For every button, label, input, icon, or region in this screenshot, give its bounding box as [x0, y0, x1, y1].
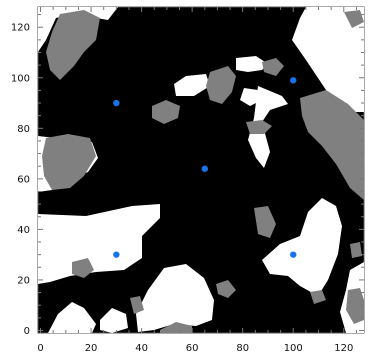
data-points — [113, 77, 297, 258]
white-region-upper-middle — [174, 74, 210, 96]
gray-region-bottom-left-small — [72, 258, 94, 278]
x-tick-label: 60 — [186, 343, 199, 354]
data-point — [113, 99, 120, 107]
gray-region-middle-left — [152, 100, 180, 124]
y-tick-label: 60 — [17, 174, 30, 185]
gray-region-bottom-left-2 — [130, 296, 144, 314]
y-tick-label: 20 — [17, 275, 30, 286]
data-point — [113, 251, 120, 258]
data-point — [290, 77, 297, 84]
white-region-top-mid — [236, 56, 268, 72]
white-region-left-lower — [38, 204, 160, 284]
y-tick-label: 120 — [11, 23, 30, 34]
gray-region-left — [42, 134, 96, 190]
x-tick-label: 80 — [236, 343, 249, 354]
x-tick-label: 40 — [135, 343, 148, 354]
y-tick-label: 80 — [17, 124, 30, 135]
white-region-bottom-middle — [136, 264, 214, 332]
white-region-mid-right — [240, 88, 262, 106]
x-tick-label: 120 — [334, 343, 353, 354]
background-map — [38, 7, 364, 333]
gray-region-middle-right — [246, 120, 272, 134]
white-region-bottom-left — [48, 302, 96, 333]
y-axis-ticks: 0 20 40 60 80 100 120 — [11, 14, 364, 337]
y-tick-label: 40 — [17, 225, 30, 236]
y-tick-label: 100 — [11, 73, 30, 84]
gray-region-top-right-small — [262, 58, 284, 76]
y-tick-label: 0 — [24, 326, 30, 337]
gray-region-bottom-center — [216, 280, 236, 298]
data-point — [290, 251, 297, 258]
x-axis-ticks: 0 20 40 60 80 100 120 — [37, 7, 357, 354]
x-tick-label: 20 — [85, 343, 98, 354]
gray-region-top-left — [46, 10, 100, 80]
white-region-small-bottom — [100, 308, 128, 333]
data-point — [201, 165, 208, 172]
x-tick-label: 0 — [37, 343, 43, 354]
x-tick-label: 100 — [284, 343, 303, 354]
gray-region-mid-top — [206, 66, 236, 104]
gray-region-bottom-right — [346, 288, 364, 324]
gray-region-right — [300, 90, 364, 200]
gray-region-center-right — [254, 206, 276, 238]
gray-region-bottom-mid — [160, 322, 192, 333]
gray-region-right-top — [344, 10, 364, 28]
gray-region-bottom-right-2 — [310, 290, 326, 304]
white-region-bottom-right — [262, 198, 342, 296]
gray-region-right-small — [350, 242, 362, 258]
white-region-right-spur — [248, 86, 288, 168]
white-region-top-right — [292, 7, 364, 112]
